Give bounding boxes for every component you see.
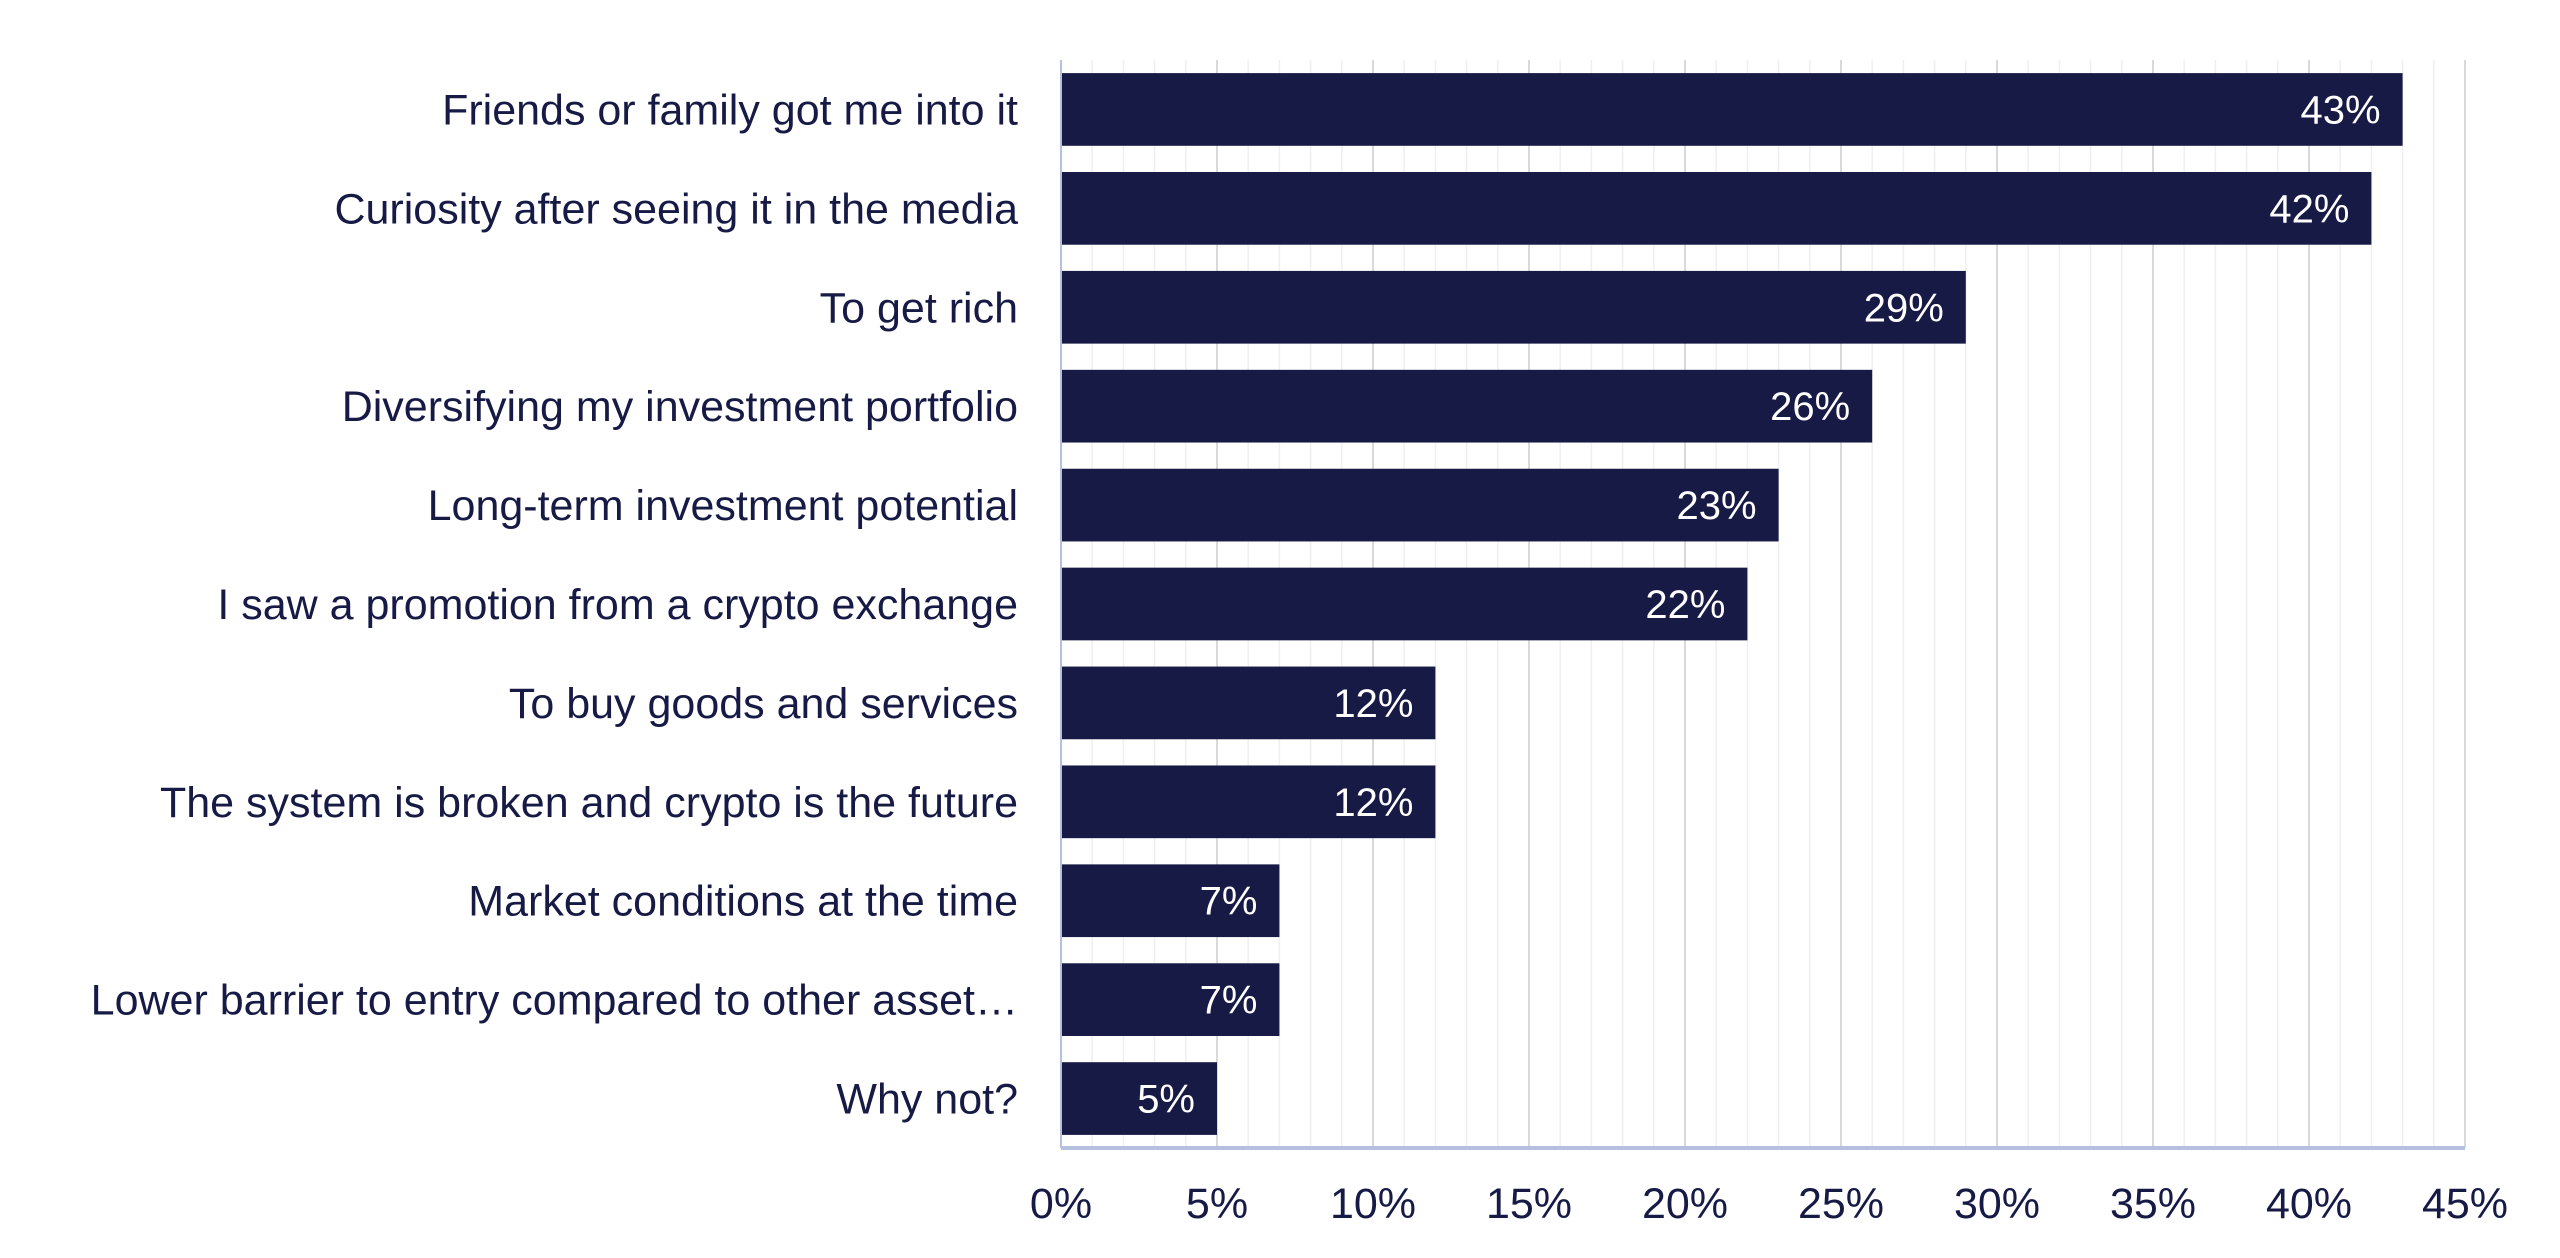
data-label: 43% — [2301, 88, 2381, 132]
bar — [1061, 369, 1873, 443]
data-label: 5% — [1137, 1078, 1195, 1122]
bar — [1061, 963, 1280, 1036]
data-label: 26% — [1770, 385, 1850, 429]
category-label: To get rich — [820, 284, 1018, 332]
bar — [1061, 765, 1436, 839]
x-tick-label: 15% — [1486, 1180, 1572, 1228]
x-tick-label: 10% — [1330, 1180, 1416, 1228]
x-tick-label: 25% — [1798, 1180, 1884, 1228]
category-label: To buy goods and services — [509, 680, 1018, 728]
category-label: Why not? — [836, 1076, 1018, 1124]
bar — [1061, 864, 1280, 938]
bar — [1061, 666, 1436, 740]
x-tick-label: 20% — [1642, 1180, 1728, 1228]
data-label: 7% — [1200, 979, 1258, 1023]
bar — [1061, 1062, 1217, 1135]
category-label: Market conditions at the time — [468, 878, 1018, 926]
category-label: Long-term investment potential — [428, 482, 1018, 530]
x-tick-label: 40% — [2266, 1180, 2352, 1228]
category-label: I saw a promotion from a crypto exchange — [217, 581, 1018, 629]
x-tick-label: 30% — [1954, 1180, 2040, 1228]
x-tick-label: 45% — [2422, 1180, 2508, 1228]
data-label: 22% — [1645, 583, 1725, 627]
category-label: Diversifying my investment portfolio — [342, 383, 1018, 431]
bar — [1061, 468, 1779, 542]
category-label: Lower barrier to entry compared to other… — [91, 977, 1018, 1025]
bar — [1061, 73, 2403, 146]
bar — [1061, 270, 1966, 344]
x-tick-label: 35% — [2110, 1180, 2196, 1228]
data-label: 23% — [1677, 484, 1757, 528]
data-label: 12% — [1333, 682, 1413, 726]
category-label: Friends or family got me into it — [442, 86, 1018, 134]
category-label: Curiosity after seeing it in the media — [334, 185, 1018, 233]
data-label: 42% — [2269, 187, 2349, 231]
bar — [1061, 172, 2372, 245]
bar — [1061, 567, 1748, 641]
x-tick-label: 0% — [1030, 1180, 1092, 1228]
data-label: 29% — [1864, 286, 1944, 330]
category-label: The system is broken and crypto is the f… — [160, 779, 1018, 827]
x-tick-label: 5% — [1186, 1180, 1248, 1228]
data-label: 12% — [1333, 781, 1413, 825]
data-label: 7% — [1200, 880, 1258, 924]
